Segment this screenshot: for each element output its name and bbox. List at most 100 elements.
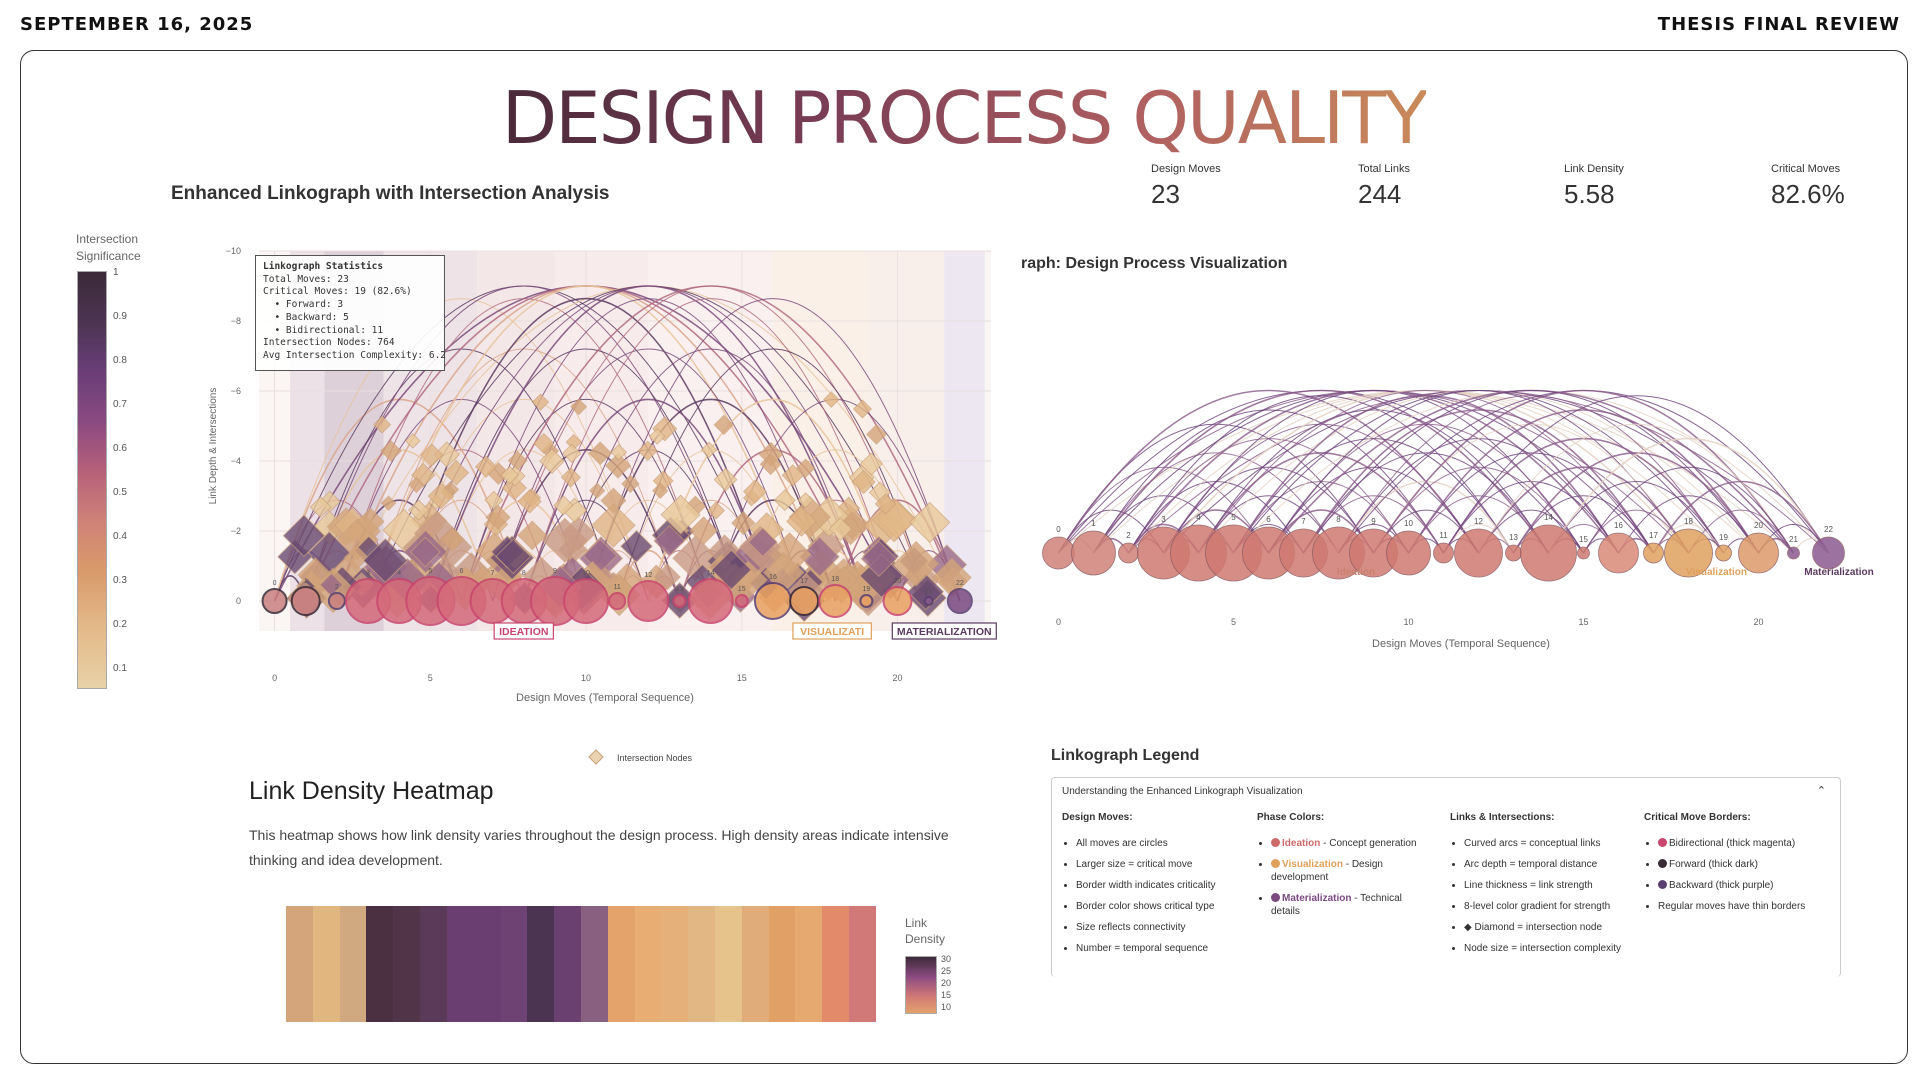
x-axis-label: Design Moves (Temporal Sequence) xyxy=(516,692,694,704)
heatmap-cell xyxy=(366,906,394,1022)
phase-label-box xyxy=(891,622,997,640)
legend-column: Design Moves: All moves are circles Larger… xyxy=(1062,812,1242,963)
intersection-node xyxy=(909,501,951,543)
intersection-node xyxy=(531,393,550,411)
intersection-node xyxy=(605,452,631,479)
legend-item-text: Regular moves have thin borders xyxy=(1658,901,1806,912)
legend-column: Phase Colors: Ideation - Concept generati… xyxy=(1257,812,1417,926)
link-arc xyxy=(1408,452,1654,554)
y-tick-label: 0 xyxy=(236,596,241,606)
link-arc xyxy=(1128,395,1514,554)
move-number-label: 5 xyxy=(428,568,432,575)
intersection-node xyxy=(637,440,658,462)
link-arc xyxy=(1618,495,1759,554)
link-arc xyxy=(1547,437,1830,554)
move-number-label: 22 xyxy=(956,580,964,587)
move-number-label: 8 xyxy=(1336,515,1341,524)
move-number-label: 2 xyxy=(335,584,339,591)
legend-item: Node size = intersection complexity xyxy=(1464,942,1630,955)
legend-item-text: Larger size = critical move xyxy=(1076,859,1193,870)
intersection-node xyxy=(500,465,519,485)
intersection-node xyxy=(560,516,596,552)
metric-total-links: Total Links 244 xyxy=(1358,163,1410,209)
link-arc xyxy=(1548,481,1724,554)
link-arc xyxy=(492,285,930,602)
heatmap-cell xyxy=(715,906,742,1022)
x-tick-label: 20 xyxy=(893,673,903,683)
colorbar-tick: 1 xyxy=(113,267,119,278)
intersection-node xyxy=(652,482,669,499)
x-tick-label: 10 xyxy=(1403,617,1413,627)
colorbar-title: Intersection Significance xyxy=(76,232,141,263)
heatmap-colorbar-tick: 25 xyxy=(941,966,952,976)
design-move-circle xyxy=(1643,542,1664,564)
legend-item-text: Border color shows critical type xyxy=(1076,901,1215,912)
legend-item: Number = temporal sequence xyxy=(1076,942,1242,955)
event-label: THESIS FINAL REVIEW xyxy=(1657,14,1900,35)
legend-item-text: Size reflects connectivity xyxy=(1076,922,1186,933)
intersection-node xyxy=(495,538,531,574)
move-number-label: 12 xyxy=(1474,517,1483,526)
design-move-circle xyxy=(1454,528,1503,578)
intersection-node xyxy=(553,495,574,516)
link-arc xyxy=(1652,480,1830,554)
significance-colorbar xyxy=(77,271,107,689)
color-dot-icon xyxy=(1271,893,1280,902)
intersection-legend-label: Intersection Nodes xyxy=(617,753,693,763)
x-tick-label: 5 xyxy=(428,673,433,683)
design-move-circle xyxy=(290,586,321,616)
phase-label: Visualization xyxy=(1686,567,1747,578)
heatmap-cell xyxy=(446,906,474,1022)
legend-item: Regular moves have thin borders xyxy=(1658,900,1824,913)
colorbar-tick: 0.4 xyxy=(113,531,127,542)
legend-item-text: Backward (thick purple) xyxy=(1669,880,1774,891)
intersection-node xyxy=(474,455,498,478)
legend-header[interactable]: Understanding the Enhanced Linkograph Vi… xyxy=(1062,786,1303,797)
colorbar-tick: 0.9 xyxy=(113,311,127,322)
y-tick-label: −8 xyxy=(231,316,241,326)
legend-expander[interactable]: Understanding the Enhanced Linkograph Vi… xyxy=(1051,777,1841,977)
move-number-label: 15 xyxy=(1579,535,1588,544)
design-move-circle xyxy=(1071,530,1116,576)
design-move-circle xyxy=(1812,536,1845,570)
legend-item-text: Line thickness = link strength xyxy=(1464,880,1593,891)
x-tick-label: 15 xyxy=(1578,617,1588,627)
legend-item-text: Border width indicates criticality xyxy=(1076,880,1216,891)
y-tick-label: −4 xyxy=(231,456,241,466)
legend-item-text: Number = temporal sequence xyxy=(1076,943,1209,954)
legend-item: Border width indicates criticality xyxy=(1076,879,1242,892)
design-move-circle xyxy=(1738,532,1779,574)
intersection-node xyxy=(786,506,817,537)
heatmap-cell xyxy=(795,906,823,1022)
intersection-node xyxy=(707,501,726,520)
design-move-circle xyxy=(1787,546,1800,560)
phase-label: MATERIALIZATION xyxy=(897,626,992,638)
design-move-circle xyxy=(753,582,792,620)
intersection-node xyxy=(713,467,738,492)
legend-column-title: Critical Move Borders: xyxy=(1644,812,1751,823)
design-move-circle xyxy=(1577,546,1590,560)
link-arc xyxy=(1407,409,1760,554)
chevron-up-icon[interactable]: ⌃ xyxy=(1816,785,1826,797)
metric-critical-moves: Critical Moves 82.6% xyxy=(1771,163,1845,209)
intersection-node xyxy=(408,476,425,494)
design-move-circle xyxy=(1042,536,1075,570)
legend-column-title: Phase Colors: xyxy=(1257,812,1325,823)
link-arc xyxy=(1303,452,1549,554)
move-number-label: 3 xyxy=(1161,515,1166,524)
legend-item-bold: Ideation xyxy=(1282,838,1321,849)
legend-column: Critical Move Borders: Bidirectional (thi… xyxy=(1644,812,1824,921)
move-number-label: 17 xyxy=(1649,531,1658,540)
design-move-circle xyxy=(946,588,973,614)
design-move-circle xyxy=(734,594,749,608)
legend-item: ◆ Diamond = intersection node xyxy=(1464,921,1630,934)
design-move-circle xyxy=(261,588,288,614)
x-tick-label: 20 xyxy=(1753,617,1763,627)
design-move-circle xyxy=(923,596,934,606)
heatmap-cell xyxy=(339,906,367,1022)
legend-item-text: - Design development xyxy=(1271,859,1383,883)
intersection-node xyxy=(610,444,627,461)
heatmap-cell xyxy=(554,906,581,1022)
legend-item-text: All moves are circles xyxy=(1076,838,1168,849)
colorbar-tick: 0.1 xyxy=(113,663,127,674)
